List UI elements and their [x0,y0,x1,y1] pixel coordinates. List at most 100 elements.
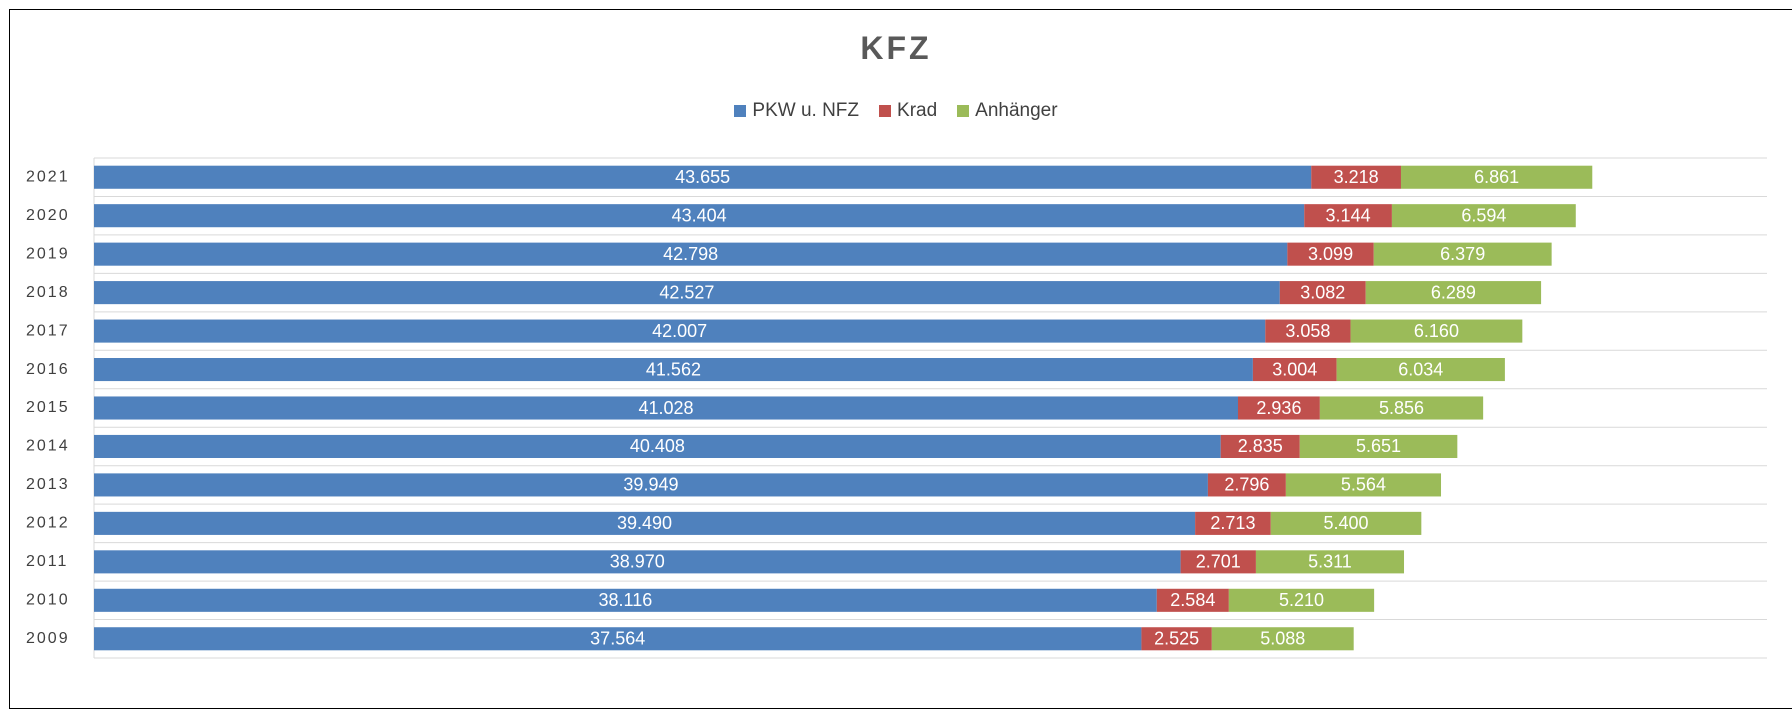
y-tick-label: 2016 [26,361,70,378]
data-label: 37.564 [590,629,645,649]
data-label: 5.856 [1379,398,1424,418]
bar-segment [94,204,1305,228]
bar-segment [1299,434,1458,458]
bar-segment [1365,281,1542,305]
y-tick-label: 2014 [26,438,70,455]
data-label: 39.949 [623,475,678,495]
data-label: 3.144 [1326,205,1371,225]
data-label: 2.936 [1256,398,1301,418]
data-label: 2.525 [1154,629,1199,649]
data-label: 5.564 [1341,475,1386,495]
bar-segment [1319,396,1484,420]
bar-segment [94,319,1266,343]
legend-swatch [734,105,747,117]
bar-segment [94,473,1208,497]
bar-segment [1195,511,1271,535]
data-label: 3.218 [1334,167,1379,187]
data-label: 42.527 [659,282,714,302]
bar-segment [1265,319,1351,343]
y-tick-label: 2011 [26,553,68,570]
bar-segment [1279,281,1366,305]
bar-segment [1270,511,1422,535]
y-tick-label: 2021 [26,168,70,185]
data-label: 40.408 [630,436,685,456]
bar-segment [1287,242,1374,266]
data-label: 3.058 [1285,321,1330,341]
data-label: 6.861 [1474,167,1519,187]
legend-label: Anhänger [975,100,1058,121]
legend-swatch [957,105,970,117]
data-label: 5.311 [1308,552,1352,572]
bar-segment [94,165,1312,189]
y-tick-label: 2019 [26,245,70,262]
bar-segment [1228,588,1375,612]
bar-segment [1220,434,1300,458]
legend-label: PKW u. NFZ [752,100,860,121]
data-label: 42.007 [652,321,707,341]
y-tick-label: 2009 [26,630,70,647]
y-tick-label: 2012 [26,515,70,532]
bar-segment [94,588,1157,612]
data-label: 5.651 [1356,436,1401,456]
bar-segment [1252,358,1337,382]
data-label: 43.404 [672,205,727,225]
data-label: 2.701 [1196,552,1241,572]
data-label: 2.584 [1170,590,1215,610]
y-tick-label: 2018 [26,284,70,301]
legend: PKW u. NFZ Krad Anhänger [0,100,1792,122]
y-tick-label: 2015 [26,399,70,416]
data-label: 5.088 [1260,629,1305,649]
bar-segment [94,550,1181,574]
bar-segment [1285,473,1442,497]
legend-item: Anhänger [957,100,1058,122]
data-label: 6.160 [1414,321,1459,341]
data-label: 38.116 [599,590,653,610]
data-label: 42.798 [663,244,718,264]
legend-swatch [879,105,892,117]
data-label: 43.655 [675,167,730,187]
data-label: 41.028 [638,398,693,418]
bar-segment [1255,550,1405,574]
bar-segment [1311,165,1401,189]
data-label: 6.594 [1461,205,1506,225]
chart: 2021 43.655 3.218 6.861 2020 43.404 3.144 6.594… [26,157,1767,659]
legend-item: Krad [879,100,937,122]
bar-segment [94,434,1221,458]
bar-segment [1400,165,1593,189]
data-label: 2.835 [1238,436,1283,456]
data-label: 6.034 [1398,359,1443,379]
data-label: 6.379 [1440,244,1485,264]
data-label: 5.400 [1324,513,1369,533]
legend-label: Krad [897,100,938,121]
y-tick-label: 2017 [26,322,70,339]
bar-segment [1373,242,1552,266]
data-label: 3.004 [1272,359,1317,379]
data-label: 2.796 [1224,475,1269,495]
bar-segment [1304,204,1392,228]
data-label: 6.289 [1431,282,1476,302]
bar-segment [94,242,1288,266]
chart-title: KFZ [860,30,932,66]
data-label: 2.713 [1210,513,1255,533]
data-label: 41.562 [646,359,701,379]
bar-segment [1180,550,1256,574]
data-label: 3.099 [1308,244,1353,264]
bar-segment [94,358,1253,382]
data-label: 3.082 [1300,282,1345,302]
y-tick-label: 2010 [26,592,70,609]
y-tick-label: 2013 [26,476,70,493]
data-label: 5.210 [1279,590,1324,610]
bar-segment [1211,627,1354,651]
y-tick-label: 2020 [26,207,70,224]
bar-segment [1207,473,1286,497]
bar-segment [1336,358,1505,382]
bar-segment [94,511,1196,535]
bar-segment [94,627,1142,651]
bar-segment [1156,588,1229,612]
bar-segment [1350,319,1523,343]
bar-segment [1391,204,1576,228]
data-label: 38.970 [610,552,665,572]
bar-segment [1141,627,1212,651]
bar-segment [94,396,1238,420]
legend-item: PKW u. NFZ [734,100,859,122]
